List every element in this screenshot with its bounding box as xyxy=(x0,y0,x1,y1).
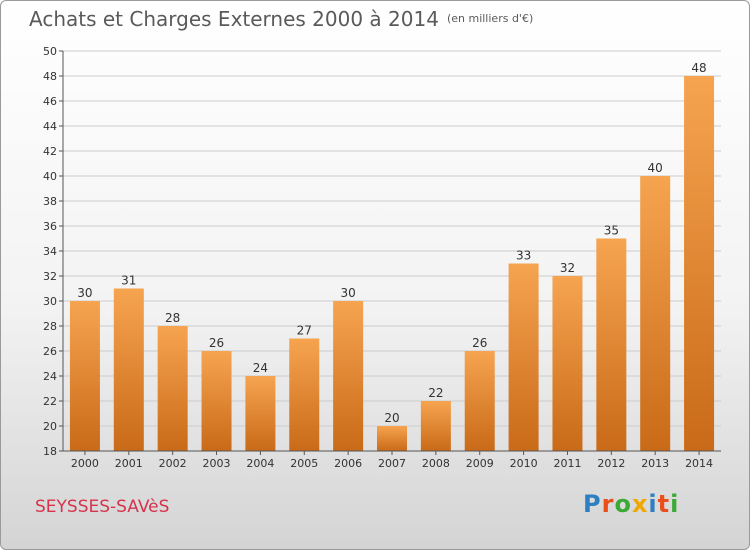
data-label: 20 xyxy=(384,411,399,425)
x-tick-label: 2010 xyxy=(510,457,538,470)
y-tick-label: 42 xyxy=(43,145,57,158)
x-tick-label: 2002 xyxy=(159,457,187,470)
logo-letter: t xyxy=(657,490,671,518)
x-tick-label: 2013 xyxy=(641,457,669,470)
bar xyxy=(201,351,232,451)
y-tick-label: 18 xyxy=(43,445,57,458)
chart-title-text: Achats et Charges Externes 2000 à 2014 xyxy=(29,7,439,31)
y-tick-label: 34 xyxy=(43,245,57,258)
logo-letter: r xyxy=(601,490,615,518)
x-tick-label: 2009 xyxy=(466,457,494,470)
data-label: 24 xyxy=(253,361,268,375)
bar xyxy=(69,301,100,451)
city-name: SEYSSES-SAVèS xyxy=(35,497,170,517)
y-tick-label: 30 xyxy=(43,295,57,308)
data-label: 22 xyxy=(428,386,443,400)
x-tick-label: 2008 xyxy=(422,457,450,470)
x-tick-label: 2006 xyxy=(334,457,362,470)
x-tick-label: 2007 xyxy=(378,457,406,470)
bar xyxy=(596,238,627,451)
bar xyxy=(508,263,539,451)
y-tick-label: 20 xyxy=(43,420,57,433)
x-tick-label: 2012 xyxy=(597,457,625,470)
bar xyxy=(333,301,364,451)
y-tick-label: 38 xyxy=(43,195,57,208)
y-tick-label: 28 xyxy=(43,320,57,333)
y-tick-label: 36 xyxy=(43,220,57,233)
x-tick-label: 2014 xyxy=(685,457,713,470)
data-label: 35 xyxy=(604,224,619,238)
x-tick-label: 2003 xyxy=(203,457,231,470)
y-tick-label: 44 xyxy=(43,120,57,133)
data-label: 28 xyxy=(165,311,180,325)
logo-letter: P xyxy=(583,490,602,518)
bar xyxy=(420,401,451,451)
data-label: 31 xyxy=(121,274,136,288)
logo-letter: i xyxy=(670,490,680,518)
y-tick-label: 46 xyxy=(43,95,57,108)
bar xyxy=(377,426,407,451)
x-tick-label: 2004 xyxy=(246,457,274,470)
bar xyxy=(113,288,144,451)
x-tick-label: 2005 xyxy=(290,457,318,470)
chart-unit: (en milliers d'€) xyxy=(446,12,534,25)
y-tick-label: 50 xyxy=(43,45,57,58)
bar xyxy=(245,376,276,451)
logo-letter: x xyxy=(631,490,649,518)
bar xyxy=(640,176,671,451)
bar xyxy=(157,326,188,451)
bar xyxy=(289,338,320,451)
bar xyxy=(552,276,583,451)
y-tick-label: 40 xyxy=(43,170,57,183)
data-label: 27 xyxy=(297,324,312,338)
y-tick-label: 26 xyxy=(43,345,57,358)
data-label: 40 xyxy=(648,161,663,175)
bar xyxy=(684,76,715,451)
data-label: 48 xyxy=(691,61,706,75)
y-tick-label: 48 xyxy=(43,70,57,83)
data-label: 33 xyxy=(516,249,531,263)
chart-title: Achats et Charges Externes 2000 à 2014 (e… xyxy=(29,7,533,31)
x-tick-label: 2001 xyxy=(115,457,143,470)
y-tick-label: 22 xyxy=(43,395,57,408)
data-label: 32 xyxy=(560,261,575,275)
data-label: 30 xyxy=(77,286,92,300)
logo-letter: o xyxy=(614,490,632,518)
data-label: 26 xyxy=(472,336,487,350)
x-tick-label: 2011 xyxy=(553,457,581,470)
y-tick-label: 24 xyxy=(43,370,57,383)
x-tick-label: 2000 xyxy=(71,457,99,470)
proxiti-logo: Proxiti xyxy=(583,490,679,518)
logo-letter: i xyxy=(648,490,658,518)
data-label: 30 xyxy=(340,286,355,300)
y-tick-label: 32 xyxy=(43,270,57,283)
bar xyxy=(464,351,495,451)
data-label: 26 xyxy=(209,336,224,350)
